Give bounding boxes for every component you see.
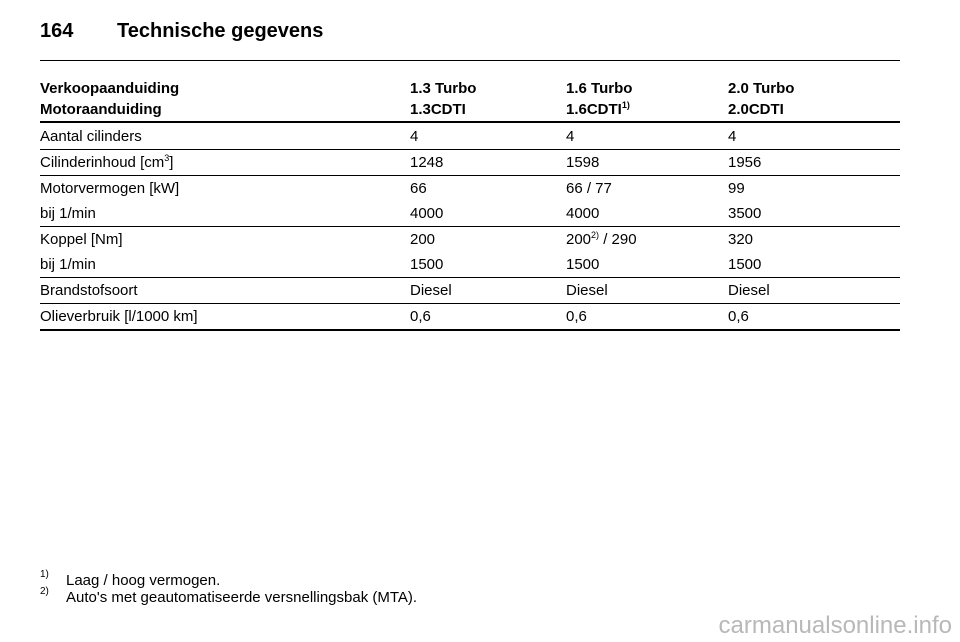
- cell-text: 200: [566, 231, 592, 248]
- footnote-text: Auto's met geautomatiseerde versnellings…: [66, 589, 418, 606]
- table-cell: Aantal cilinders: [40, 128, 142, 145]
- table-cell: 3500: [728, 205, 762, 222]
- table-cell: 1500: [728, 256, 762, 273]
- table-cell: 1.3CDTI: [410, 101, 466, 118]
- cell-text: 1.6CDTI: [566, 101, 622, 118]
- footnote-mark: 1): [40, 569, 49, 580]
- table-cell: Motoraanduiding: [40, 101, 162, 118]
- rule: [40, 277, 900, 278]
- superscript: 3: [164, 153, 170, 163]
- footnote-text: Laag / hoog vermogen.: [66, 572, 221, 589]
- table-cell: 4: [728, 128, 737, 145]
- table-cell: 1.6CDTI1): [566, 101, 630, 119]
- table-cell: 0,6: [410, 308, 431, 325]
- table-cell: Diesel: [566, 282, 608, 299]
- cell-text: ]: [169, 154, 174, 171]
- superscript: 2): [591, 230, 600, 240]
- table-cell: 200: [410, 231, 436, 248]
- cell-text: Cilinderinhoud [cm: [40, 154, 165, 171]
- table-cell: 1248: [410, 154, 444, 171]
- rule: [40, 329, 900, 331]
- table-cell: Koppel [Nm]: [40, 231, 123, 248]
- table-cell: Cilinderinhoud [cm3]: [40, 154, 173, 172]
- table-cell: 1500: [566, 256, 600, 273]
- table-cell: 0,6: [566, 308, 587, 325]
- page-number: 164: [40, 20, 74, 42]
- table-cell: 66: [410, 180, 427, 197]
- table-cell: Brandstofsoort: [40, 282, 138, 299]
- table-cell: 99: [728, 180, 745, 197]
- table-cell: 1956: [728, 154, 762, 171]
- table-cell: bij 1/min: [40, 205, 96, 222]
- rule: [40, 149, 900, 150]
- table-cell: 66 / 77: [566, 180, 612, 197]
- table-cell: bij 1/min: [40, 256, 96, 273]
- rule: [40, 303, 900, 304]
- table-cell: Verkoopaanduiding: [40, 80, 180, 97]
- rule: [40, 60, 900, 61]
- table-cell: 320: [728, 231, 754, 248]
- table-cell: 2002) / 290: [566, 231, 637, 249]
- table-cell: 2.0CDTI: [728, 101, 784, 118]
- table-cell: 4: [566, 128, 575, 145]
- table-cell: 1.3 Turbo: [410, 80, 477, 97]
- table-cell: 4000: [410, 205, 444, 222]
- cell-text: / 290: [599, 231, 637, 248]
- table-cell: 0,6: [728, 308, 749, 325]
- table-cell: 1500: [410, 256, 444, 273]
- table-cell: 2.0 Turbo: [728, 80, 795, 97]
- table-cell: 4000: [566, 205, 600, 222]
- superscript: 1): [621, 100, 630, 110]
- rule: [40, 226, 900, 227]
- table-cell: Motorvermogen [kW]: [40, 180, 180, 197]
- page-title: Technische gegevens: [117, 20, 324, 42]
- rule: [40, 175, 900, 176]
- table-cell: Diesel: [410, 282, 452, 299]
- table-cell: Olieverbruik [l/1000 km]: [40, 308, 198, 325]
- watermark: carmanualsonline.info: [718, 612, 952, 639]
- table-cell: Diesel: [728, 282, 770, 299]
- table-cell: 1598: [566, 154, 600, 171]
- table-cell: 1.6 Turbo: [566, 80, 633, 97]
- rule: [40, 121, 900, 123]
- table-cell: 4: [410, 128, 419, 145]
- footnote-mark: 2): [40, 586, 49, 597]
